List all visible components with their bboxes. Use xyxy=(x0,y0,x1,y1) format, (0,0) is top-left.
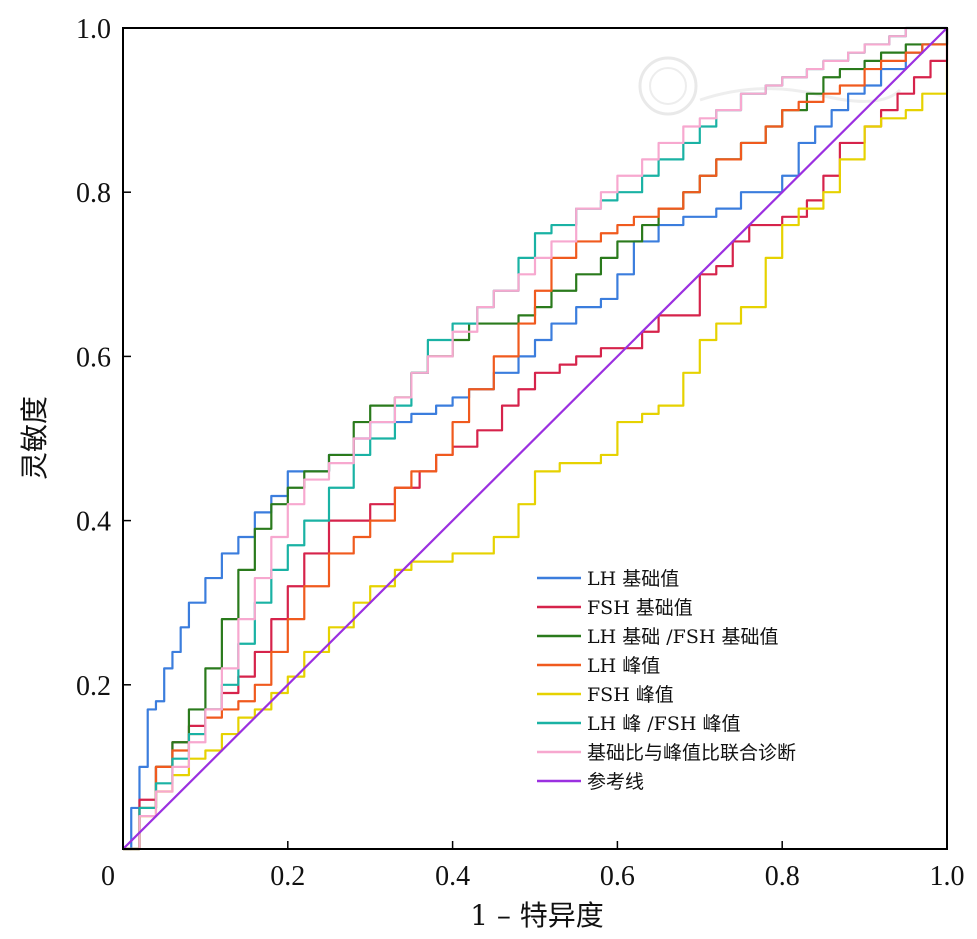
axes: 0 0.2 0.4 0.6 0.8 1.0 0.2 0.4 0.6 0.8 1.0 xyxy=(76,14,965,892)
y-tick-label-2: 0.6 xyxy=(76,342,111,373)
plot-frame xyxy=(122,27,948,850)
x-tick-label-2: 0.4 xyxy=(435,861,470,892)
y-tick-label-1: 0.4 xyxy=(76,507,111,538)
watermark xyxy=(638,56,902,116)
y-tick-label-0: 0.2 xyxy=(76,671,111,702)
y-tick-label-4: 1.0 xyxy=(76,14,111,45)
legend-label-3: LH 峰值 xyxy=(587,655,660,677)
legend-label-0: LH 基础值 xyxy=(587,568,679,590)
legend: LH 基础值 FSH 基础值 LH 基础 /FSH 基础值 LH 峰值 FSH 峰值 LH… xyxy=(537,568,796,793)
x-tick-label-1: 0.2 xyxy=(270,861,305,892)
series-line-1 xyxy=(123,44,949,851)
x-tick-label-5: 1.0 xyxy=(930,861,965,892)
series-line-3 xyxy=(123,28,949,851)
legend-label-5: LH 峰 /FSH 峰值 xyxy=(587,713,740,735)
legend-label-4: FSH 峰值 xyxy=(587,684,674,706)
series-line-6 xyxy=(123,26,947,851)
plot-area xyxy=(122,26,949,851)
x-axis-title: 1 – 特异度 xyxy=(470,899,604,932)
y-axis-title: 灵敏度 xyxy=(18,396,51,480)
x-tick-label-4: 0.8 xyxy=(765,861,800,892)
series-line-4 xyxy=(123,60,949,851)
x-tick-label-3: 0.6 xyxy=(600,861,635,892)
legend-label-1: FSH 基础值 xyxy=(587,597,693,619)
legend-label-7: 参考线 xyxy=(587,771,644,793)
legend-label-2: LH 基础 /FSH 基础值 xyxy=(587,626,778,648)
legend-label-6: 基础比与峰值比联合诊断 xyxy=(587,742,796,764)
x-tick-label-0: 0 xyxy=(101,861,115,892)
y-tick-label-3: 0.8 xyxy=(76,178,111,209)
series-line-7 xyxy=(122,27,948,850)
